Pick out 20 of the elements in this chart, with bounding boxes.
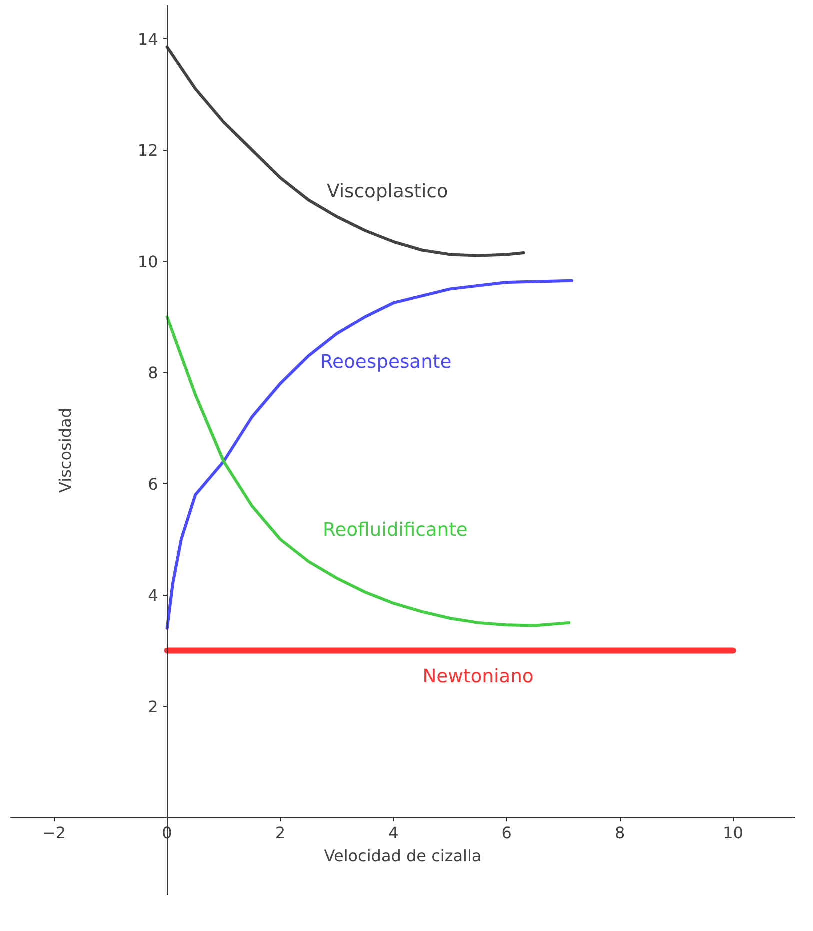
x-tick-label: 10 (723, 824, 744, 843)
x-axis-title: Velocidad de cizalla (324, 846, 482, 866)
y-tick-label: 4 (148, 586, 158, 606)
y-tick-label: 14 (138, 30, 158, 49)
line-series (166, 46, 526, 258)
series-label: Viscoplastico (327, 181, 448, 202)
x-tick-label: 8 (614, 824, 626, 843)
y-tick-label: 12 (138, 141, 158, 160)
series-label: Reofluidificante (323, 520, 468, 541)
x-tick-label: 6 (502, 824, 512, 843)
x-tick-label: 4 (388, 824, 399, 843)
x-tick-label: −2 (42, 824, 66, 843)
series-label: Newtoniano (422, 666, 534, 688)
y-tick-label: 2 (148, 697, 158, 716)
y-tick-label: 8 (148, 364, 158, 383)
y-tick-label: 6 (148, 474, 158, 494)
x-tick-label: 2 (275, 824, 286, 843)
series-label: Reoespesante (320, 352, 452, 374)
y-axis-title: Viscosidad (56, 408, 76, 493)
y-tick-label: 10 (138, 252, 158, 272)
